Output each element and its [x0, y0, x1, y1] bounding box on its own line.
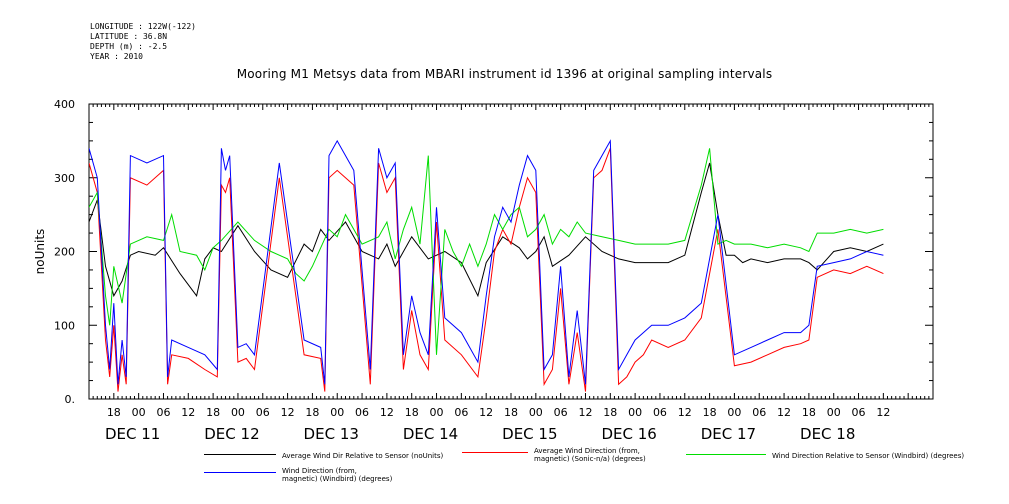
x-hour-label: 18 [405, 406, 419, 419]
plot-frame [88, 103, 934, 400]
y-tick-label: 200 [54, 246, 75, 259]
legend-swatch [686, 454, 766, 455]
legend-label-line: magnetic) (Windbird) (degrees) [282, 475, 393, 483]
x-day-label: DEC 17 [701, 425, 756, 443]
x-hour-label: 12 [181, 406, 195, 419]
legend-swatch [462, 452, 528, 453]
x-hour-label: 00 [132, 406, 146, 419]
series-line-wind-dir-magnetic-windbird [89, 139, 884, 385]
legend-label: Wind Direction (from, magnetic) (Windbird… [282, 467, 392, 483]
x-hour-label: 18 [107, 406, 121, 419]
legend-item-wind-dir-magnetic-windbird: Wind Direction (from, magnetic) (Windbird… [204, 467, 392, 483]
chart-title: Mooring M1 Metsys data from MBARI instru… [236, 67, 773, 81]
y-tick-label: 0. [65, 393, 76, 406]
x-hour-label: 00 [727, 406, 741, 419]
x-hour-label: 12 [578, 406, 592, 419]
legend-label-line: Average Wind Direction (from, [534, 447, 640, 455]
x-hour-label: 06 [752, 406, 766, 419]
longitude-label: LONGITUDE : 122W(-122) [90, 22, 196, 31]
x-hour-label: 00 [827, 406, 841, 419]
x-day-label: DEC 13 [304, 425, 359, 443]
x-hour-label: 00 [231, 406, 245, 419]
location-metadata: LONGITUDE : 122W(-122) LATITUDE : 36.8N … [90, 22, 196, 62]
x-hour-label: 12 [479, 406, 493, 419]
x-hour-label: 18 [504, 406, 518, 419]
legend-label: Average Wind Dir Relative to Sensor (noU… [282, 452, 443, 460]
x-hour-label: 06 [554, 406, 568, 419]
x-hour-label: 06 [355, 406, 369, 419]
series-line-avg-wind-dir-relative [89, 162, 884, 298]
x-hour-label: 06 [653, 406, 667, 419]
latitude-label: LATITUDE : 36.8N [90, 32, 168, 41]
x-hour-label: 18 [305, 406, 319, 419]
depth-label: DEPTH (m) : -2.5 [90, 42, 168, 51]
legend-label-line: magnetic) (Sonic-n/a) (degrees) [534, 455, 646, 463]
x-hour-label: 06 [256, 406, 270, 419]
legend-swatch [204, 454, 276, 455]
legend-label-line: Average Wind Dir Relative to Sensor (noU… [282, 452, 444, 460]
legend-swatch [204, 472, 276, 473]
legend-item-avg-wind-dir-relative: Average Wind Dir Relative to Sensor (noU… [204, 452, 443, 460]
y-tick-label: 400 [54, 98, 75, 111]
x-hour-label: 18 [206, 406, 220, 419]
series-line-wind-dir-relative-windbird [89, 148, 884, 355]
y-tick-label: 100 [54, 319, 75, 332]
x-hour-label: 00 [330, 406, 344, 419]
x-hour-label: 12 [777, 406, 791, 419]
x-day-label: DEC 14 [403, 425, 458, 443]
x-hour-label: 00 [430, 406, 444, 419]
x-hour-label: 18 [802, 406, 816, 419]
series-line-avg-wind-dir-magnetic [89, 148, 884, 392]
legend-label: Average Wind Direction (from, magnetic) (… [534, 447, 646, 463]
x-hour-label: 00 [628, 406, 642, 419]
x-day-label: DEC 12 [204, 425, 259, 443]
x-day-label: DEC 18 [800, 425, 855, 443]
x-hour-label: 12 [876, 406, 890, 419]
year-label: YEAR : 2010 [90, 52, 143, 61]
legend-label: Wind Direction Relative to Sensor (Windb… [772, 452, 964, 460]
legend-item-wind-dir-relative-windbird: Wind Direction Relative to Sensor (Windb… [686, 452, 964, 460]
legend-label-line: Wind Direction Relative to Sensor (Windb… [772, 452, 965, 460]
x-hour-label: 06 [454, 406, 468, 419]
x-hour-label: 00 [529, 406, 543, 419]
y-axis-label: noUnits [33, 229, 47, 275]
x-day-label: DEC 15 [502, 425, 557, 443]
legend-item-avg-wind-dir-magnetic: Average Wind Direction (from, magnetic) (… [462, 447, 646, 463]
x-hour-label: 18 [603, 406, 617, 419]
x-hour-label: 12 [380, 406, 394, 419]
x-hour-label: 12 [281, 406, 295, 419]
legend-label-line: Wind Direction (from, [282, 467, 357, 475]
x-day-label: DEC 16 [601, 425, 656, 443]
x-hour-label: 06 [852, 406, 866, 419]
y-tick-label: 300 [54, 172, 75, 185]
x-hour-label: 12 [678, 406, 692, 419]
x-hour-label: 18 [703, 406, 717, 419]
x-hour-label: 06 [156, 406, 170, 419]
x-day-label: DEC 11 [105, 425, 160, 443]
